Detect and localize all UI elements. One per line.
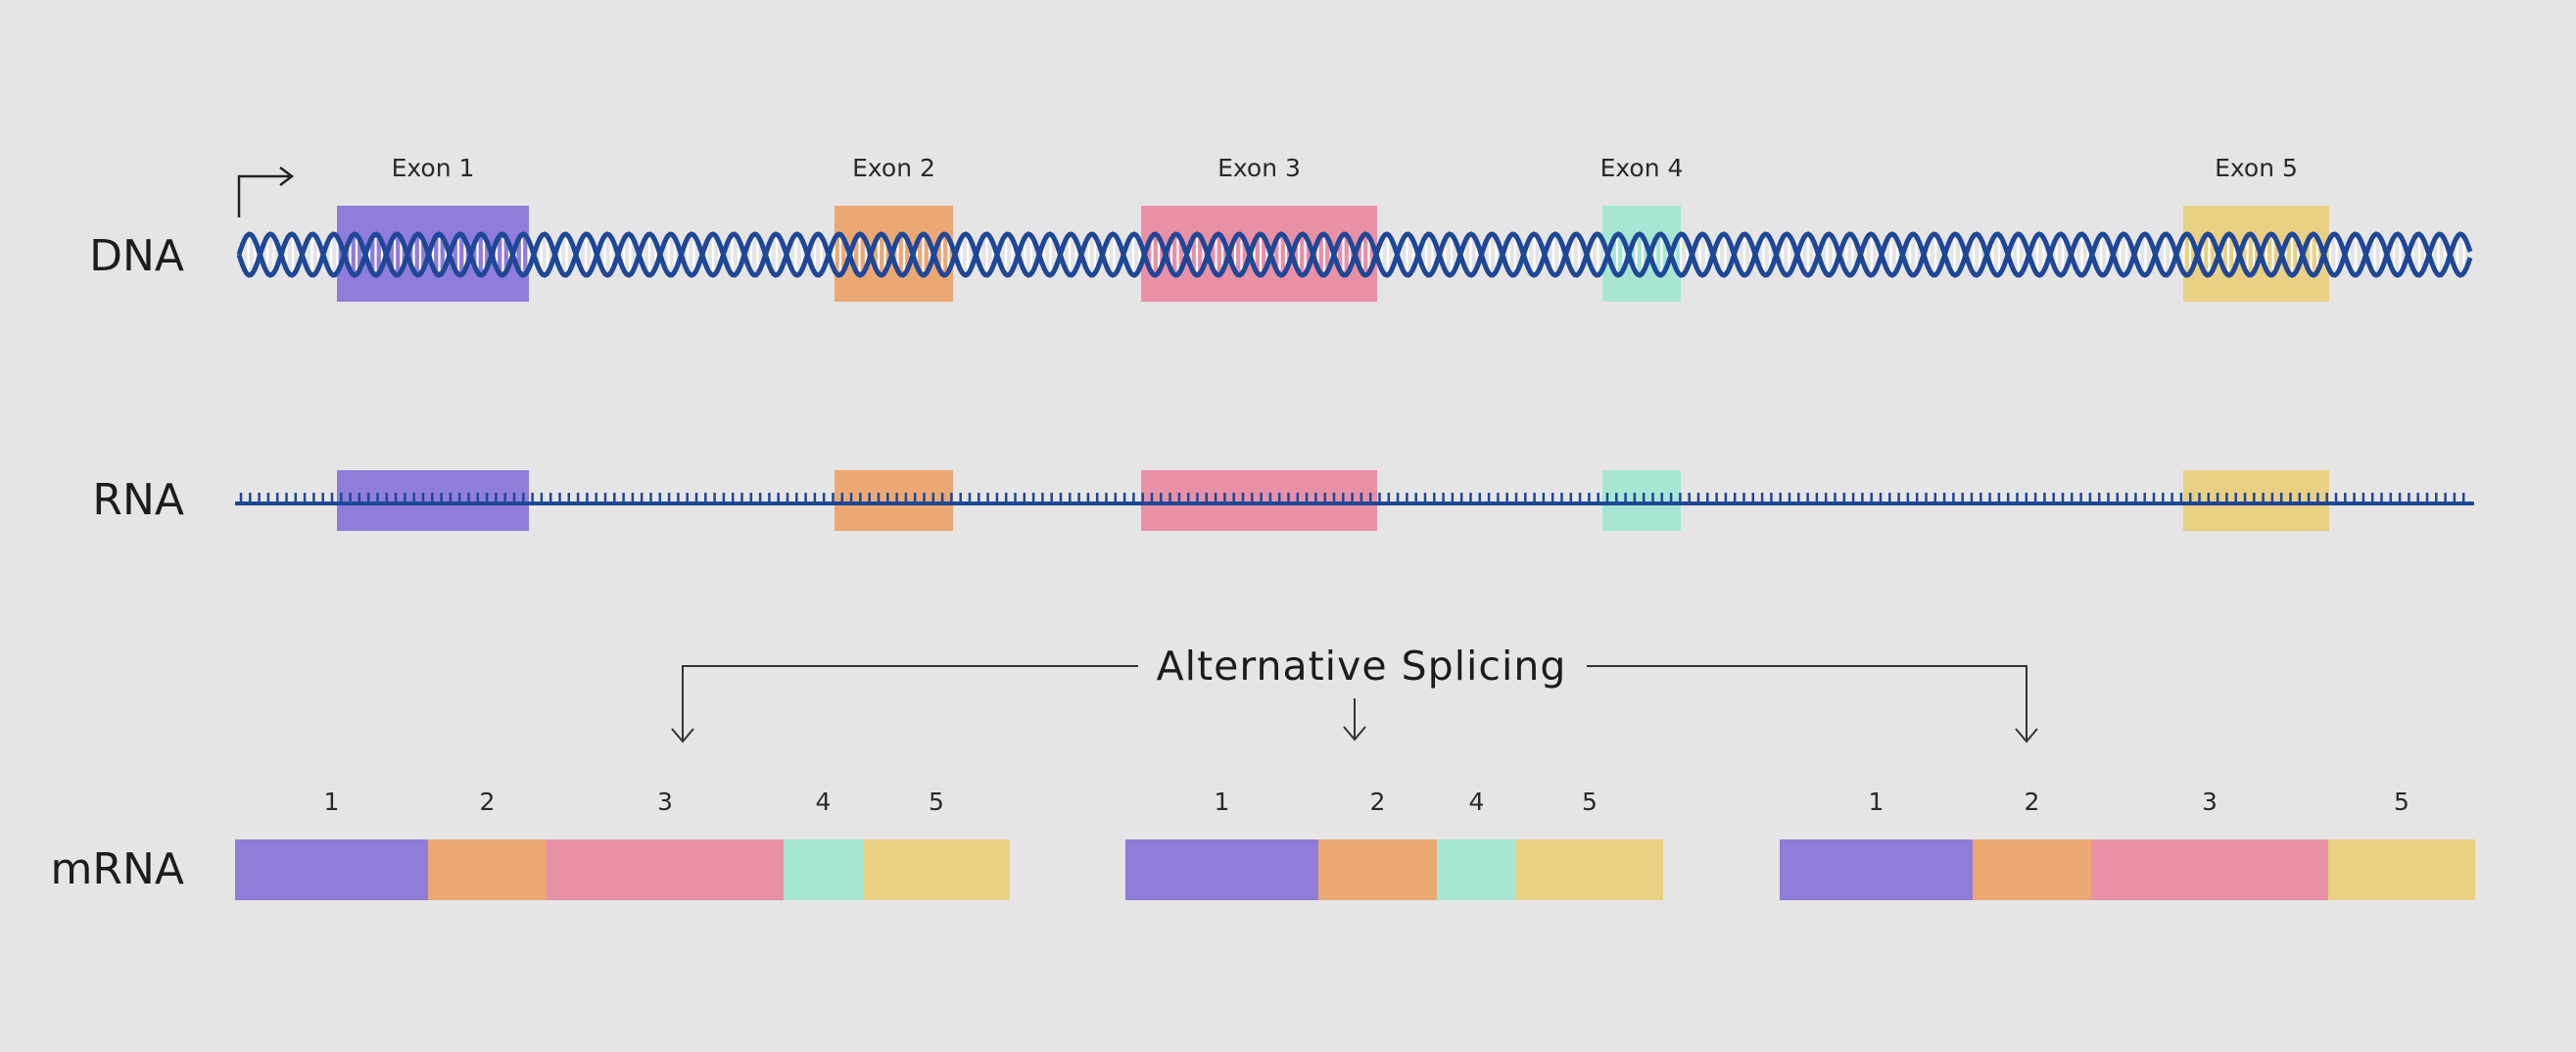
arrow-down-icon: [671, 728, 694, 743]
arrow-down-icon: [1343, 726, 1366, 741]
mrna-isoforms: 1 2 3 4 5 1 2 4 5 1 2 3 5: [235, 788, 2475, 900]
mrna-exon-number: 1: [1215, 788, 1230, 816]
mrna-exon-block: [1437, 839, 1516, 900]
rna-exon-3-box: [1141, 470, 1377, 531]
mrna-exon-number: 5: [1582, 788, 1598, 816]
mrna-exon-block: [428, 839, 547, 900]
dna-double-helix: [236, 231, 2473, 278]
rna-ticks: [239, 493, 2465, 503]
mrna-exon-number: 5: [929, 788, 944, 816]
mrna-exon-number: 2: [1370, 788, 1386, 816]
mrna-exon-block: [235, 839, 428, 900]
mrna-exon-number: 4: [1469, 788, 1485, 816]
mrna-exon-block: [1973, 839, 2091, 900]
helix-base-pairs: [240, 238, 2465, 271]
helix-strand-b: [236, 231, 2473, 278]
mrna-exon-number: 2: [480, 788, 496, 816]
mrna-exon-block: [1516, 839, 1663, 900]
dna-exon-labels: Exon 1 Exon 2 Exon 3 Exon 4 Exon 5: [392, 154, 2298, 182]
dna-row-label: DNA: [89, 231, 184, 281]
mrna-exon-block: [2091, 839, 2328, 900]
mrna-exon-block: [863, 839, 1010, 900]
exon-2-label: Exon 2: [852, 154, 935, 182]
rna-strand: [235, 493, 2474, 505]
exon-3-label: Exon 3: [1217, 154, 1301, 182]
mrna-isoform-1: 1 2 3 4 5: [235, 788, 1010, 900]
mrna-exon-number: 3: [657, 788, 673, 816]
mrna-exon-block: [2328, 839, 2475, 900]
dna-exon-5-box: [2183, 206, 2329, 302]
mrna-exon-number: 4: [816, 788, 832, 816]
mrna-exon-number: 1: [324, 788, 340, 816]
exon-5-label: Exon 5: [2215, 154, 2298, 182]
splicing-connector: [671, 665, 2038, 743]
dna-exon-3-box: [1141, 206, 1377, 302]
mrna-exon-block: [784, 839, 863, 900]
mrna-exon-block: [547, 839, 784, 900]
rna-exon-boxes: [337, 470, 2329, 531]
mrna-exon-number: 1: [1869, 788, 1884, 816]
exon-1-label: Exon 1: [392, 154, 475, 182]
mrna-exon-block: [1125, 839, 1318, 900]
rna-exon-4-box: [1602, 470, 1681, 531]
exon-4-label: Exon 4: [1600, 154, 1684, 182]
arrow-down-icon: [2015, 728, 2038, 743]
mrna-isoform-3: 1 2 3 5: [1780, 788, 2475, 900]
rna-row-label: RNA: [92, 475, 184, 525]
mrna-exon-block: [1780, 839, 1973, 900]
mrna-exon-number: 2: [2025, 788, 2040, 816]
mrna-exon-number: 3: [2202, 788, 2218, 816]
mrna-row-label: mRNA: [51, 844, 184, 894]
mrna-exon-number: 5: [2394, 788, 2409, 816]
transcription-start-arrow-icon: [237, 167, 295, 217]
mrna-isoform-2: 1 2 4 5: [1125, 788, 1663, 900]
mrna-exon-block: [1318, 839, 1437, 900]
alternative-splicing-title: Alternative Splicing: [1157, 643, 1567, 690]
rna-exon-5-box: [2183, 470, 2329, 531]
